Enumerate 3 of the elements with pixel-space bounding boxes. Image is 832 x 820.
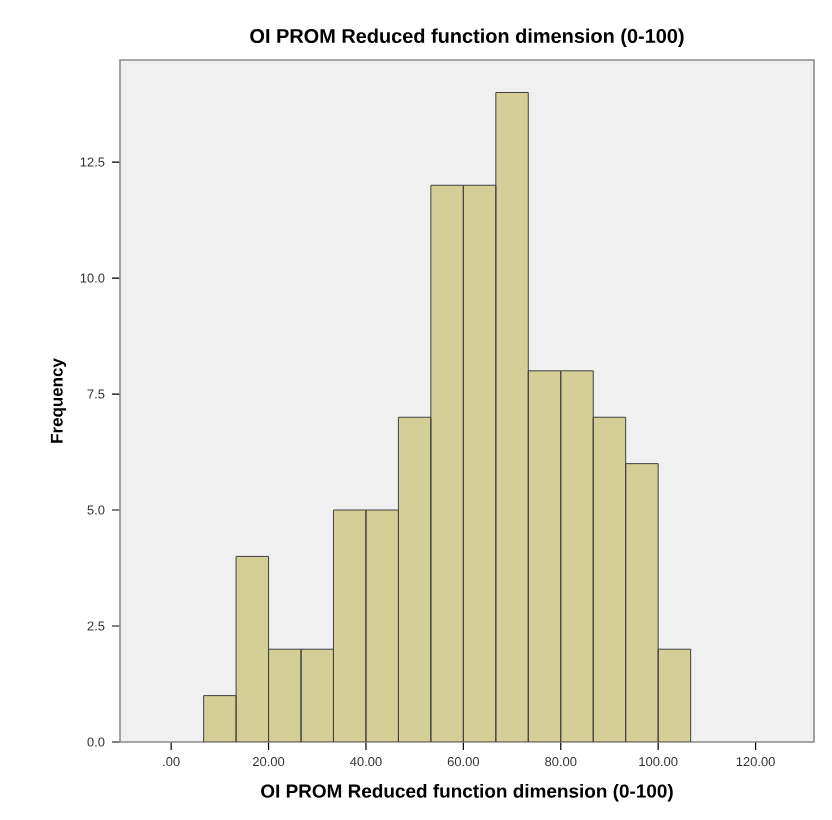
x-axis-title: OI PROM Reduced function dimension (0-100) — [261, 783, 673, 802]
chart-title: OI PROM Reduced function dimension (0-100) — [250, 28, 684, 47]
y-axis-title: Frequency — [50, 358, 67, 443]
